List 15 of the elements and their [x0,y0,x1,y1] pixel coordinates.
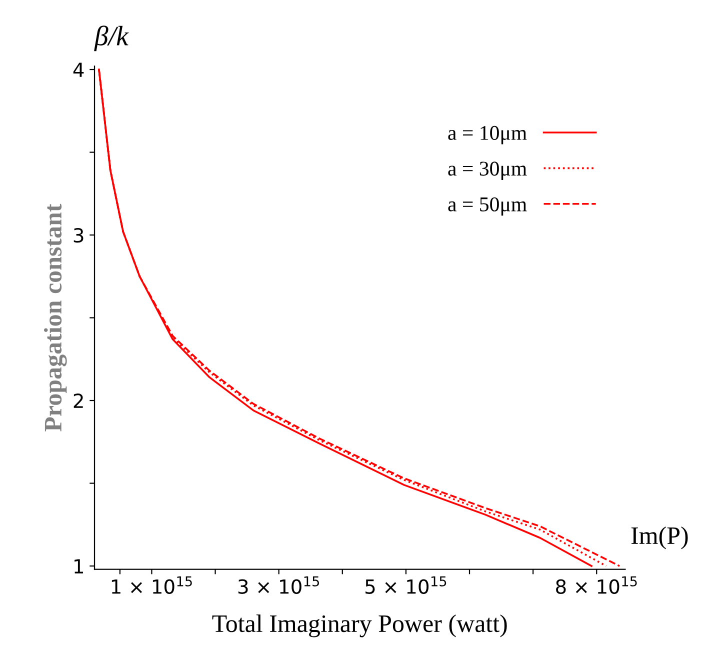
y-tick-label: 4 [73,62,84,77]
legend-label: a = 30μm [448,162,527,180]
text: β/k [94,26,129,52]
x-tick-label: 1 × 10$^{15}$ [112,576,192,594]
x-tick-label: 3 × 10$^{15}$ [238,576,320,594]
y-tick-label: 2 [74,393,83,408]
y-axis-title: Propagation constant [44,204,67,432]
x-axis-title: Total Imaginary Power (watt) [212,614,507,638]
x-tick-label: 5 × 10$^{15}$ [366,576,446,594]
y-tick-label: 1 [74,559,83,574]
legend-label: a = 10μm [448,126,527,144]
legend-label: a = 50μm [448,197,527,216]
x-tick-label: 8 × 10$^{15}$ [556,576,637,594]
y-tick-label: 3 [74,228,84,243]
text: Im(P) [631,526,688,550]
